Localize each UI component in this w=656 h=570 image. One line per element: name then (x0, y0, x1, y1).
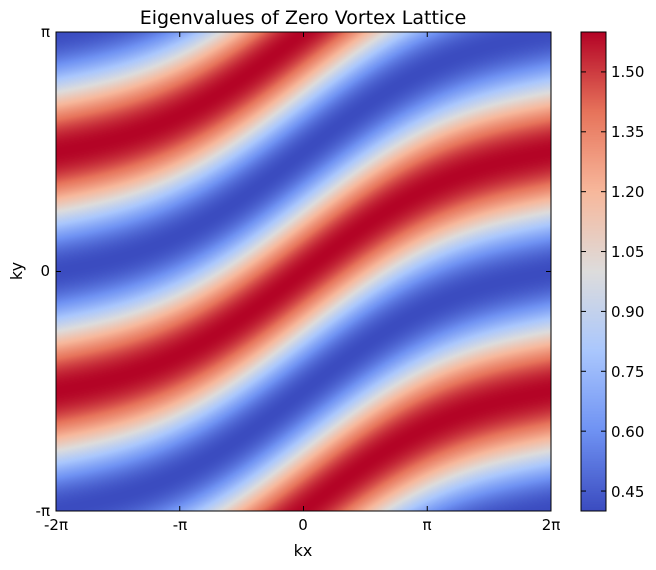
x-axis-label: kx (294, 541, 313, 560)
x-tick-label: 2π (542, 516, 561, 534)
x-tick-label: -2π (44, 516, 68, 534)
y-tick-label: 0 (40, 262, 50, 280)
x-tick-label: -π (173, 516, 187, 534)
chart-title: Eigenvalues of Zero Vortex Lattice (140, 7, 467, 29)
colorbar-ticks: 0.45 0.60 0.75 0.90 1.05 1.20 1.35 1.50 (611, 63, 644, 501)
colorbar-tick-label: 1.20 (611, 183, 644, 201)
colorbar (581, 32, 606, 511)
y-tick-label: -π (36, 502, 50, 520)
x-tick-label: π (422, 516, 431, 534)
colorbar-tick-label: 0.45 (611, 483, 644, 501)
x-ticks: -2π -π 0 π 2π (44, 516, 560, 534)
colorbar-tick-label: 0.60 (611, 423, 644, 441)
colorbar-tick-label: 1.50 (611, 63, 644, 81)
heatmap-plot (56, 32, 551, 511)
colorbar-tick-label: 1.05 (611, 243, 644, 261)
y-tick-label: π (41, 23, 50, 41)
x-tick-label: 0 (298, 516, 308, 534)
colorbar-tick-label: 0.90 (611, 303, 644, 321)
y-axis-label: ky (7, 262, 26, 280)
colorbar-tick-label: 0.75 (611, 363, 644, 381)
colorbar-tick-label: 1.35 (611, 123, 644, 141)
y-ticks: π 0 -π (36, 23, 50, 520)
